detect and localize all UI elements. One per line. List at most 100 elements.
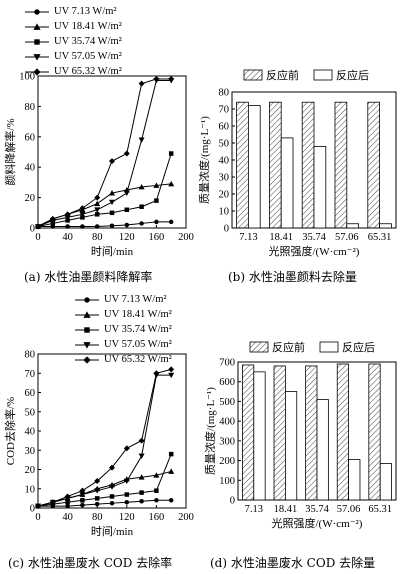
legend-a: UV 7.13 W/m² UV 18.41 W/m² UV 35.74 W/m² UV… [24, 4, 122, 79]
data-point [123, 150, 130, 157]
legend-label: UV 35.74 W/m² [54, 35, 122, 47]
series-line [37, 183, 172, 227]
x-tick-label: 160 [149, 232, 165, 243]
y-axis-label: COD去除率/% [3, 397, 17, 465]
y-tick-label: 20 [219, 190, 230, 201]
legend-symbol [75, 355, 99, 364]
data-point [153, 472, 160, 478]
data-point [79, 205, 86, 212]
data-point [94, 207, 101, 213]
legend-label: 反应前 [266, 68, 299, 82]
legend-entry: UV 18.41 W/m² [24, 19, 122, 34]
y-tick-label: 40 [25, 427, 36, 438]
data-point [139, 490, 144, 495]
x-tick-label: 35.74 [305, 504, 329, 515]
y-tick-label: 200 [219, 456, 235, 467]
data-point [168, 366, 175, 373]
y-axis-label: 颜料降解率/% [3, 118, 17, 185]
legend-symbol [75, 310, 99, 318]
legend-label: UV 7.13 W/m² [104, 293, 167, 305]
data-point [154, 198, 159, 203]
legend-entry: UV 35.74 W/m² [24, 34, 122, 49]
data-point [168, 498, 174, 503]
y-tick-label: 40 [219, 156, 230, 167]
legend-entry: UV 35.74 W/m² [74, 322, 172, 337]
data-point [79, 487, 86, 494]
y-tick-label: 700 [219, 358, 235, 369]
data-point [64, 211, 71, 218]
x-tick-label: 0 [35, 512, 40, 523]
legend-entry: UV 18.41 W/m² [74, 307, 172, 322]
x-tick-label: 57.06 [335, 232, 359, 243]
bar-before [236, 101, 249, 229]
data-point [154, 488, 159, 493]
bar-after [280, 137, 294, 229]
legend-symbol [25, 8, 49, 15]
legend-swatch [249, 341, 269, 353]
x-tick-label: 40 [62, 512, 73, 523]
y-tick-label: 500 [219, 397, 235, 408]
bar-before [336, 363, 349, 501]
data-point [35, 223, 41, 230]
bar-after [285, 391, 298, 501]
y-tick-label: 50 [25, 407, 36, 418]
legend-marker [83, 341, 91, 349]
legend-symbol [75, 326, 99, 333]
data-point [35, 503, 41, 510]
data-point [139, 499, 144, 504]
x-tick-label: 7.13 [245, 504, 263, 515]
y-tick-label: 30 [25, 446, 36, 457]
y-tick-label: 10 [25, 484, 36, 495]
data-point [168, 76, 175, 83]
data-point [79, 211, 86, 218]
y-tick-label: 30 [219, 173, 230, 184]
legend-label: 反应前 [272, 340, 305, 354]
data-point [153, 76, 160, 83]
legend-label: UV 65.32 W/m² [104, 353, 172, 365]
series-line [37, 78, 172, 227]
data-point [123, 190, 130, 197]
legend-label: UV 18.41 W/m² [54, 20, 122, 32]
data-point [124, 222, 130, 228]
data-point [168, 151, 174, 156]
panel-d: 0 100 200 300 400 500 600 700 7.13 18.41 35.74 57.0… [200, 290, 403, 548]
data-point [49, 499, 56, 506]
bar-after [348, 459, 361, 501]
x-axis-label: 光照强度/(W·cm⁻²) [269, 244, 360, 258]
data-point [168, 180, 175, 187]
bar-after [316, 399, 329, 501]
legend-label: UV 18.41 W/m² [104, 308, 172, 320]
legend-marker [83, 355, 91, 364]
y-tick-label: 80 [219, 88, 230, 99]
legend-symbol [75, 296, 99, 303]
data-point [109, 199, 115, 206]
data-point [65, 503, 70, 509]
y-tick-label: 40 [25, 163, 36, 174]
legend-label: 反应后 [336, 68, 369, 82]
data-point [80, 502, 85, 508]
data-point [154, 498, 159, 503]
data-point [80, 498, 85, 503]
y-tick-label: 80 [25, 350, 36, 361]
data-point [94, 212, 100, 217]
series-line [37, 374, 172, 507]
legend-label: UV 57.05 W/m² [104, 338, 172, 350]
legend-marker [33, 53, 41, 61]
data-point [138, 137, 145, 143]
series-line [38, 221, 172, 227]
y-tick-label: 50 [219, 139, 230, 150]
bar-after [379, 463, 392, 501]
series-line [37, 80, 172, 227]
y-tick-label: 70 [25, 369, 36, 380]
y-tick-label: 100 [19, 72, 35, 83]
data-point [138, 437, 145, 444]
legend-symbol [25, 38, 49, 45]
data-point [153, 182, 160, 188]
y-axis-label: 质量浓度/(mg·L⁻¹) [197, 116, 211, 204]
data-point [109, 500, 115, 506]
data-point [124, 499, 130, 505]
x-tick-label: 18.41 [274, 504, 298, 515]
x-tick-label: 35.74 [302, 232, 326, 243]
chart-c: 0 40 80 120 160 200 0 10 20 30 40 50 60 70 80 时间/min COD… [3, 350, 194, 539]
caption-c: (c) 水性油墨废水 COD 去除率 [8, 556, 173, 570]
